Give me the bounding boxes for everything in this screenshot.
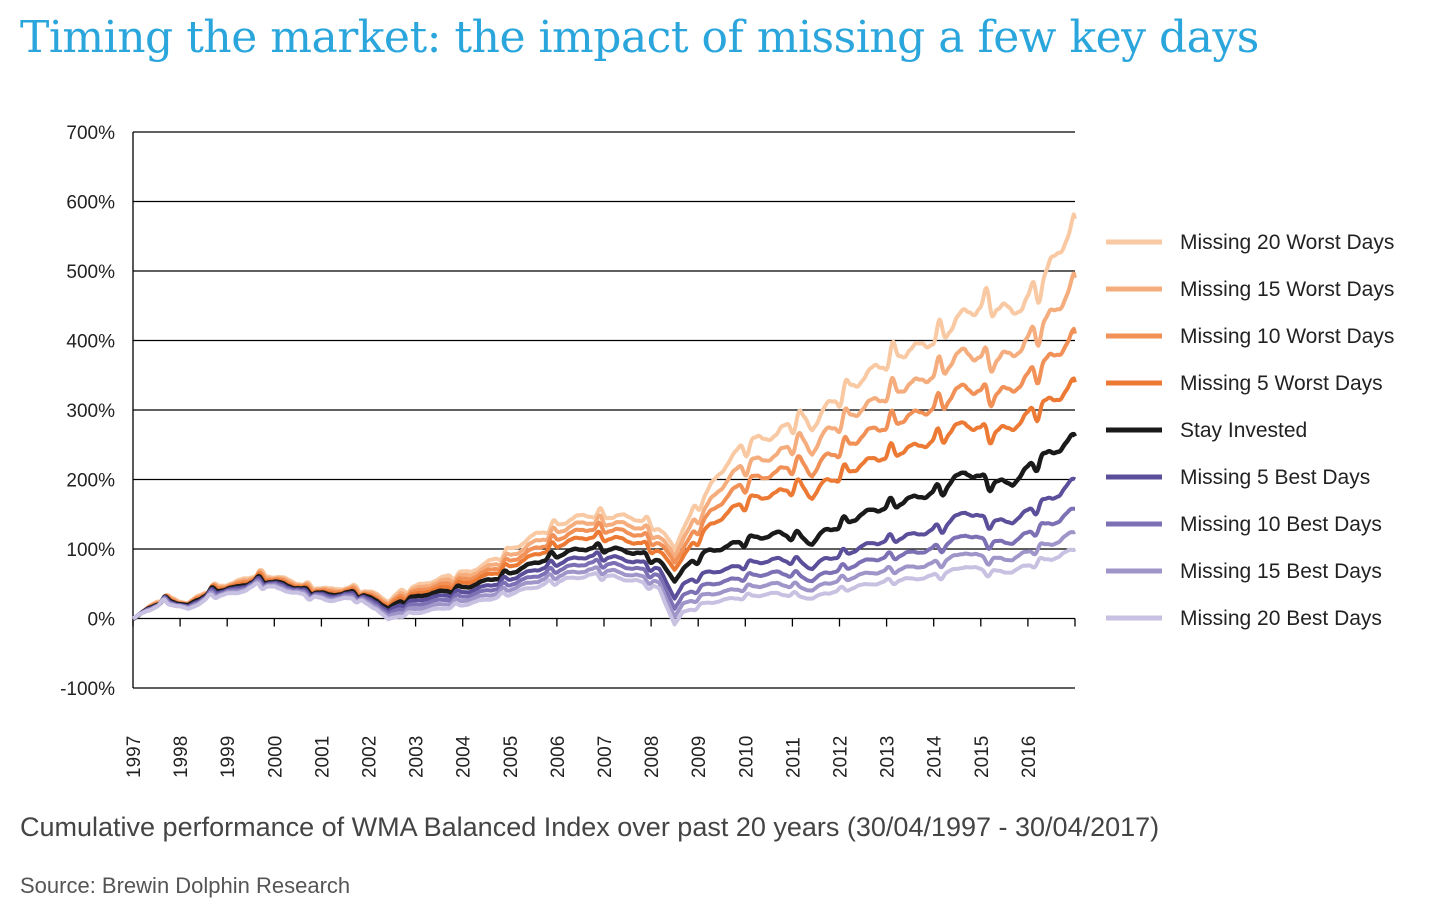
x-tick-label: 2011 [783,737,804,778]
series-line [131,212,1077,621]
x-tick-label: 2000 [265,736,286,778]
x-tick-label: 2003 [407,736,428,778]
x-tick-label: 1997 [124,736,145,778]
legend-label: Missing 5 Best Days [1180,466,1370,489]
x-tick-label: 2009 [689,736,710,778]
y-tick-label: -100% [60,679,115,700]
chart-legend: Missing 20 Worst Days Missing 15 Worst Da… [1106,231,1394,630]
x-tick-label: 2006 [548,736,569,778]
y-tick-label: 0% [88,610,116,631]
y-tick-label: 500% [66,262,115,283]
y-tick-label: 100% [66,540,115,561]
x-tick-label: 2012 [831,736,852,778]
chart-source: Source: Brewin Dolphin Research [20,873,351,898]
page-title: Timing the market: the impact of missing… [20,12,1259,63]
legend-label: Missing 15 Best Days [1180,560,1382,583]
y-tick-label: 300% [66,401,115,422]
legend-label: Stay Invested [1180,419,1307,442]
y-tick-label: 400% [66,332,115,353]
x-tick-label: 1998 [171,736,192,778]
x-tick-label: 2005 [501,736,522,778]
legend-label: Missing 10 Worst Days [1180,325,1394,348]
legend-label: Missing 15 Worst Days [1180,278,1394,301]
x-tick-label: 2015 [972,736,993,778]
y-axis: -100% 0% 100% 200% 300% 400% 500% 600% 700% [60,123,134,700]
legend-label: Missing 5 Worst Days [1180,372,1383,395]
series-line [131,547,1077,627]
x-tick-label: 2007 [595,736,616,778]
x-tick-label: 2013 [878,736,899,778]
chart-caption: Cumulative performance of WMA Balanced I… [20,812,1160,842]
x-tick-label: 2004 [454,735,475,778]
chart-series [131,212,1077,627]
y-tick-label: 200% [66,471,115,492]
x-tick-label: 2014 [925,735,946,778]
x-tick-label: 2002 [360,736,381,778]
legend-label: Missing 20 Worst Days [1180,231,1394,254]
x-axis: 1997 1998 1999 2000 2001 2002 2003 2004 2005 2006… [124,618,1076,778]
legend-label: Missing 10 Best Days [1180,513,1382,536]
y-tick-label: 600% [66,193,115,214]
legend-label: Missing 20 Best Days [1180,607,1382,630]
x-tick-label: 2008 [642,736,663,778]
x-tick-label: 1999 [218,736,239,778]
x-tick-label: 2001 [312,736,333,778]
x-tick-label: 2010 [736,736,757,778]
y-tick-label: 700% [66,123,115,144]
x-tick-label: 2016 [1019,736,1040,778]
